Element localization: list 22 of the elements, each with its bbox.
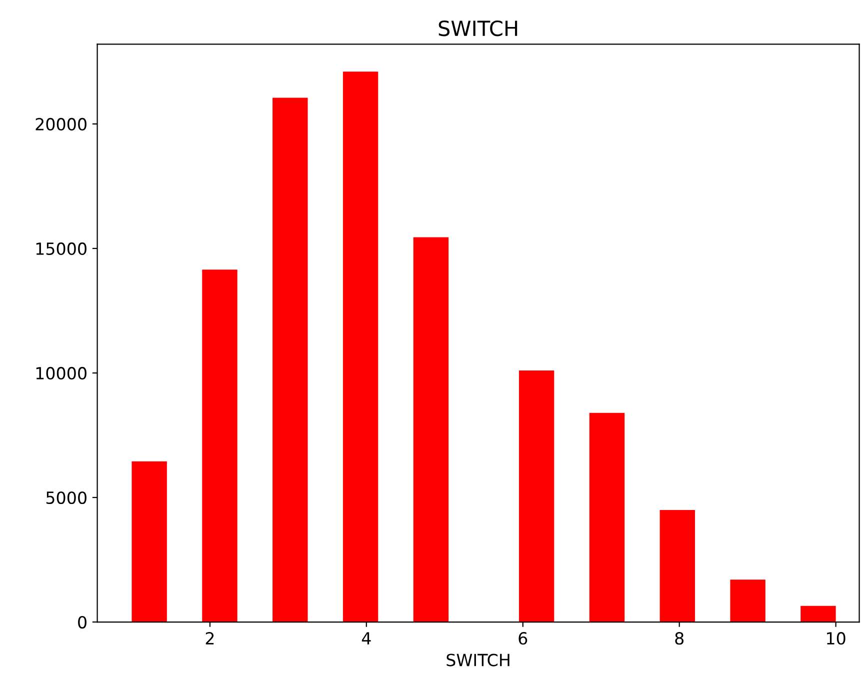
x-tick-label: 10 bbox=[827, 632, 846, 645]
y-tick-label: 5000 bbox=[46, 491, 86, 504]
bar bbox=[132, 461, 167, 622]
bar bbox=[660, 510, 695, 622]
bar bbox=[272, 98, 308, 622]
bar bbox=[413, 237, 449, 622]
chart-title: SWITCH bbox=[438, 20, 518, 36]
bar bbox=[589, 412, 625, 622]
y-tick-label: 10000 bbox=[36, 366, 86, 380]
x-tick-label: 6 bbox=[518, 632, 528, 645]
bar bbox=[202, 270, 238, 622]
y-tick-label: 20000 bbox=[36, 118, 86, 131]
y-tick-label: 0 bbox=[78, 616, 86, 629]
bar bbox=[730, 580, 766, 622]
bar bbox=[518, 370, 554, 622]
x-axis-title: SWITCH bbox=[446, 654, 510, 666]
x-tick-label: 2 bbox=[206, 632, 214, 644]
bar bbox=[342, 72, 378, 622]
bar bbox=[800, 606, 836, 622]
x-tick-label: 8 bbox=[675, 632, 684, 645]
x-tick-label: 4 bbox=[362, 632, 371, 644]
y-tick-label: 15000 bbox=[36, 242, 86, 256]
